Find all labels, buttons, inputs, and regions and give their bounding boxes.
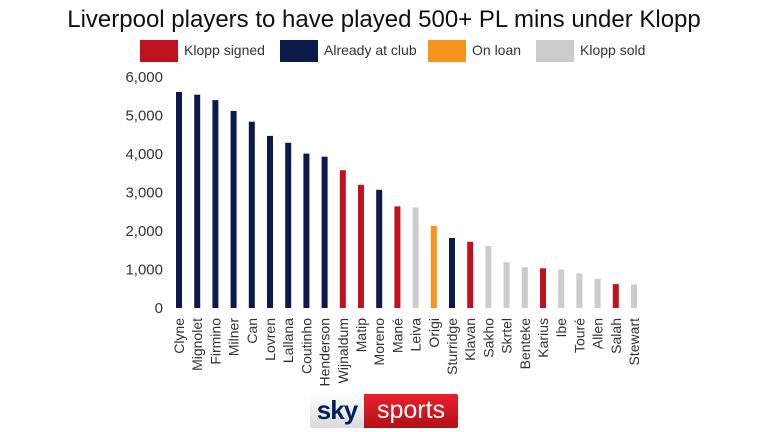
x-tick-label: Henderson	[317, 318, 333, 387]
x-tick-label: Stewart	[626, 318, 642, 366]
legend-label-on-loan: On loan	[472, 42, 522, 58]
x-tick-label: Matip	[353, 318, 369, 352]
sports-logo-mark: sports	[364, 394, 458, 428]
bar-sakho	[485, 246, 492, 308]
x-tick-label: Lallana	[280, 318, 296, 363]
y-axis: 0 1,000 2,000 3,000 4,000 5,000 6,000	[125, 69, 163, 317]
x-tick-label: Leiva	[408, 318, 424, 352]
bar-mané	[394, 206, 401, 308]
bar-sturridge	[449, 237, 455, 308]
y-tick-label: 1,000	[125, 262, 163, 279]
x-tick-label: Firmino	[207, 318, 223, 365]
legend-swatch-on-loan	[428, 40, 466, 62]
y-tick-label: 4,000	[125, 146, 163, 163]
bar-stewart	[631, 284, 637, 308]
bar-touré	[576, 273, 583, 308]
x-tick-label: Clyne	[171, 318, 187, 354]
x-tick-label: Benteke	[517, 318, 533, 370]
bar-klavan	[467, 241, 474, 308]
bar-salah	[612, 284, 619, 308]
bar-milner	[230, 110, 237, 309]
sky-logo-mark: sky	[310, 394, 364, 428]
x-tick-label: Ibe	[553, 318, 569, 338]
bar-ibe	[558, 269, 565, 308]
x-tick-label: Lovren	[262, 318, 278, 361]
bar-origi	[430, 226, 437, 308]
x-tick-label: Moreno	[371, 318, 387, 366]
legend-label-klopp-signed: Klopp signed	[184, 42, 265, 58]
bar-allen	[594, 278, 601, 308]
bar-benteke	[521, 267, 528, 308]
bar-leiva	[412, 207, 419, 308]
x-tick-label: Mignolet	[189, 318, 205, 371]
legend: Klopp signed Already at club On loan Klo…	[0, 38, 768, 64]
x-tick-label: Sakho	[480, 318, 496, 358]
legend-swatch-klopp-sold	[536, 40, 574, 62]
bar-lallana	[285, 142, 292, 308]
bar-coutinho	[303, 153, 310, 308]
bar-can	[248, 121, 255, 308]
x-tick-label: Salah	[608, 318, 624, 354]
legend-label-already-at-club: Already at club	[324, 42, 417, 58]
bars	[176, 92, 637, 309]
x-tick-label: Coutinho	[298, 318, 314, 374]
legend-label-klopp-sold: Klopp sold	[580, 42, 646, 58]
legend-swatch-klopp-signed	[140, 40, 178, 62]
bar-karius	[540, 268, 546, 308]
bar-skrtel	[503, 262, 510, 308]
y-tick-label: 0	[155, 300, 163, 317]
x-tick-label: Touré	[571, 318, 587, 353]
bar-moreno	[376, 189, 383, 308]
bar-henderson	[321, 156, 328, 308]
y-tick-label: 6,000	[125, 69, 163, 86]
x-tick-label: Mané	[389, 318, 405, 353]
x-tick-label: Karius	[535, 318, 551, 358]
bar-wijnaldum	[339, 170, 346, 308]
x-tick-label: Can	[244, 318, 260, 344]
x-tick-label: Origi	[426, 318, 442, 348]
y-tick-label: 2,000	[125, 223, 163, 240]
bar-firmino	[212, 100, 219, 308]
x-tick-label: Wijnaldum	[335, 318, 351, 383]
x-tick-label: Milner	[226, 318, 242, 356]
legend-swatch-already-at-club	[280, 40, 318, 62]
x-tick-label: Sturridge	[444, 318, 460, 375]
chart-title: Liverpool players to have played 500+ PL…	[67, 6, 701, 33]
x-tick-label: Klavan	[462, 318, 478, 361]
x-tick-label: Allen	[590, 318, 606, 349]
x-axis: Clyne Mignolet Firmino Milner Can Lovren Lalla…	[171, 318, 642, 387]
y-tick-label: 3,000	[125, 185, 163, 202]
sky-sports-logo: sky sports	[310, 394, 458, 428]
bar-lovren	[267, 135, 273, 308]
bar-matip	[358, 184, 364, 308]
x-tick-label: Skrtel	[499, 318, 515, 354]
bar-mignolet	[194, 94, 201, 308]
bar-clyne	[176, 92, 182, 308]
y-tick-label: 5,000	[125, 108, 163, 125]
